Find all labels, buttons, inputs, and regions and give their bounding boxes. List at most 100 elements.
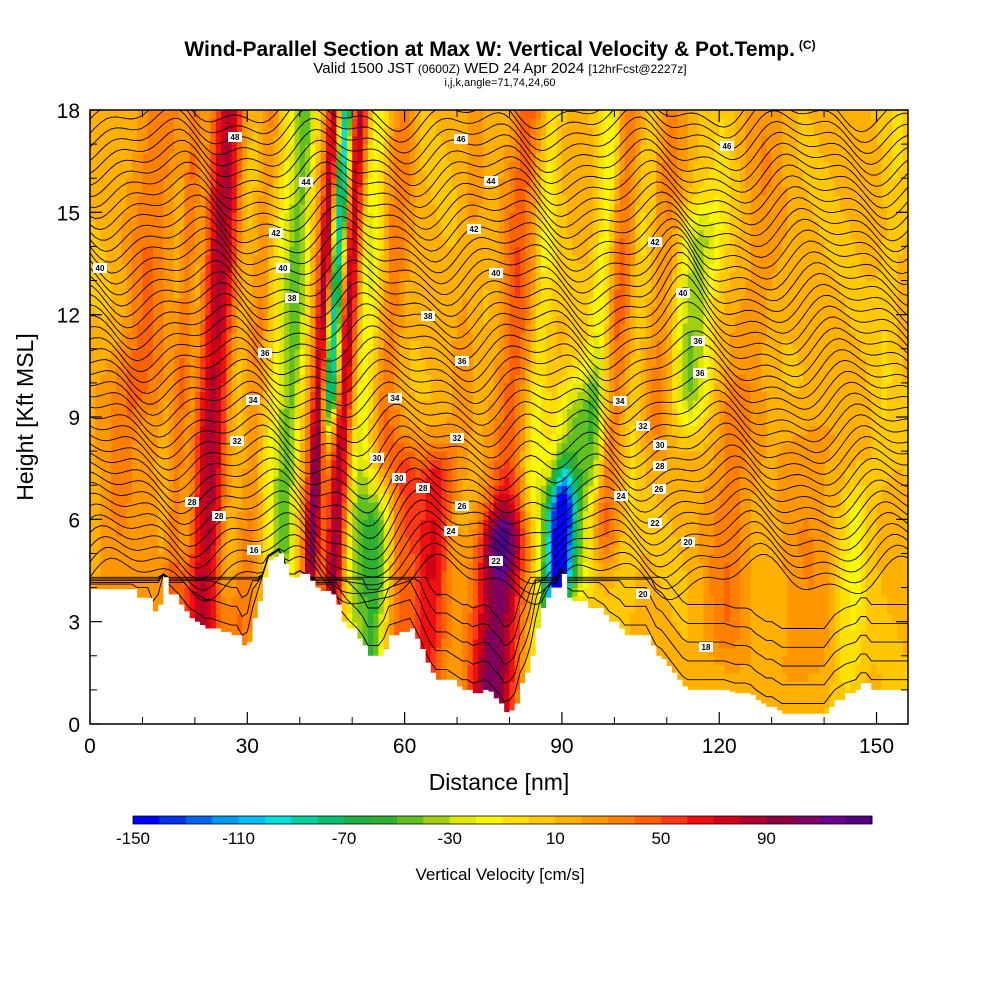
velocity-cell [346,596,353,606]
velocity-cell [362,263,369,273]
velocity-cell [425,169,432,179]
velocity-cell [362,442,369,452]
velocity-cell [341,510,348,520]
velocity-cell [263,135,269,145]
velocity-cell [436,544,442,555]
velocity-cell [142,272,149,282]
velocity-cell [420,246,427,256]
velocity-cell [430,587,437,597]
velocity-cell [226,536,233,546]
velocity-cell [346,263,353,273]
velocity-cell [446,254,453,265]
velocity-cell [252,280,259,290]
valid-time-text: Valid 1500 JST [313,60,418,77]
velocity-cell [168,417,175,427]
velocity-cell [436,254,442,265]
velocity-cell [284,323,290,333]
velocity-cell [105,544,112,555]
velocity-cell [252,237,259,248]
velocity-cell [310,442,317,452]
velocity-cell [205,135,212,145]
velocity-cell [284,203,290,213]
velocity-cell [95,297,102,307]
velocity-cell [430,365,437,375]
velocity-cell [236,536,243,546]
velocity-cell [415,263,421,273]
velocity-cell [278,391,285,401]
velocity-cell [420,570,427,580]
velocity-cell [215,289,222,299]
velocity-cell [189,536,196,546]
velocity-cell [257,306,264,316]
velocity-cell [252,246,259,256]
velocity-cell [336,297,343,307]
velocity-cell [399,110,406,120]
velocity-cell [116,570,123,580]
velocity-cell [95,485,102,495]
velocity-cell [110,468,117,478]
velocity-cell [194,553,201,563]
velocity-cell [121,152,128,162]
velocity-cell [137,118,144,128]
velocity-cell [221,203,227,213]
velocity-cell [362,280,369,290]
velocity-cell [184,391,191,401]
velocity-cell [147,485,154,495]
velocity-cell [341,485,348,495]
velocity-cell [95,254,102,265]
velocity-cell [336,468,343,478]
velocity-cell [383,195,390,205]
velocity-cell [304,391,311,401]
velocity-cell [247,553,254,563]
velocity-cell [131,203,138,213]
velocity-cell [446,314,453,324]
velocity-cell [242,195,248,205]
velocity-cell [152,587,159,597]
velocity-cell [231,178,238,188]
velocity-cell [100,382,107,393]
velocity-cell [215,340,222,350]
velocity-cell [310,212,317,222]
velocity-cell [325,544,332,555]
velocity-cell [425,544,432,555]
velocity-cell [252,357,259,367]
velocity-cell [257,459,264,469]
velocity-cell [409,399,416,410]
velocity-cell [436,382,442,393]
velocity-cell [373,579,379,589]
velocity-cell [325,280,332,290]
velocity-cell [399,374,406,384]
velocity-cell [278,417,285,427]
velocity-cell [247,519,254,529]
velocity-cell [430,519,437,529]
velocity-cell [284,451,290,461]
velocity-cell [179,476,185,486]
velocity-cell [331,306,338,316]
velocity-cell [121,579,128,589]
velocity-cell [215,110,222,120]
velocity-cell [100,186,107,196]
velocity-cell [373,527,379,537]
velocity-cell [352,374,359,384]
velocity-cell [378,476,385,486]
velocity-cell [90,579,96,589]
velocity-cell [404,297,411,307]
velocity-cell [362,570,369,580]
velocity-cell [242,476,248,486]
velocity-cell [189,212,196,222]
velocity-cell [263,357,269,367]
velocity-cell [441,399,448,410]
velocity-cell [415,323,421,333]
velocity-cell [105,127,112,137]
velocity-cell [436,647,442,657]
velocity-cell [284,195,290,205]
velocity-cell [399,348,406,358]
velocity-cell [189,118,196,128]
velocity-cell [436,391,442,401]
velocity-cell [194,604,201,614]
velocity-cell [268,399,275,410]
velocity-cell [425,647,432,657]
velocity-cell [257,434,264,444]
velocity-cell [441,272,448,282]
velocity-cell [299,203,306,213]
